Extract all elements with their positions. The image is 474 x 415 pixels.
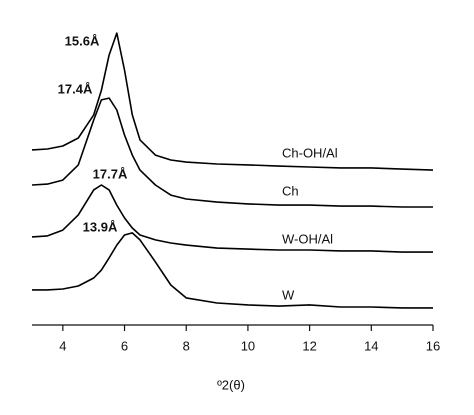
peak-annotation: 17.7Å bbox=[93, 166, 128, 181]
xrd-curve bbox=[32, 232, 433, 309]
series-label: W bbox=[282, 287, 295, 302]
series-label: W-OH/Al bbox=[282, 231, 333, 246]
x-tick-label: 14 bbox=[364, 338, 378, 353]
x-tick-label: 6 bbox=[121, 338, 128, 353]
peak-annotation: 17.4Å bbox=[58, 81, 93, 96]
x-tick-label: 16 bbox=[426, 338, 440, 353]
x-tick-label: 12 bbox=[302, 338, 316, 353]
x-axis-label: º2(θ) bbox=[217, 377, 245, 392]
series-label: Ch-OH/Al bbox=[282, 145, 338, 160]
series-label: Ch bbox=[282, 183, 299, 198]
xrd-curve bbox=[31, 184, 433, 253]
x-tick-label: 8 bbox=[183, 338, 190, 353]
x-tick-label: 4 bbox=[59, 338, 66, 353]
xrd-curve bbox=[31, 97, 433, 208]
peak-annotation: 13.9Å bbox=[83, 219, 118, 234]
x-tick-label: 10 bbox=[241, 338, 255, 353]
xrd-curve bbox=[31, 32, 434, 171]
peak-annotation: 15.6Å bbox=[65, 33, 100, 48]
